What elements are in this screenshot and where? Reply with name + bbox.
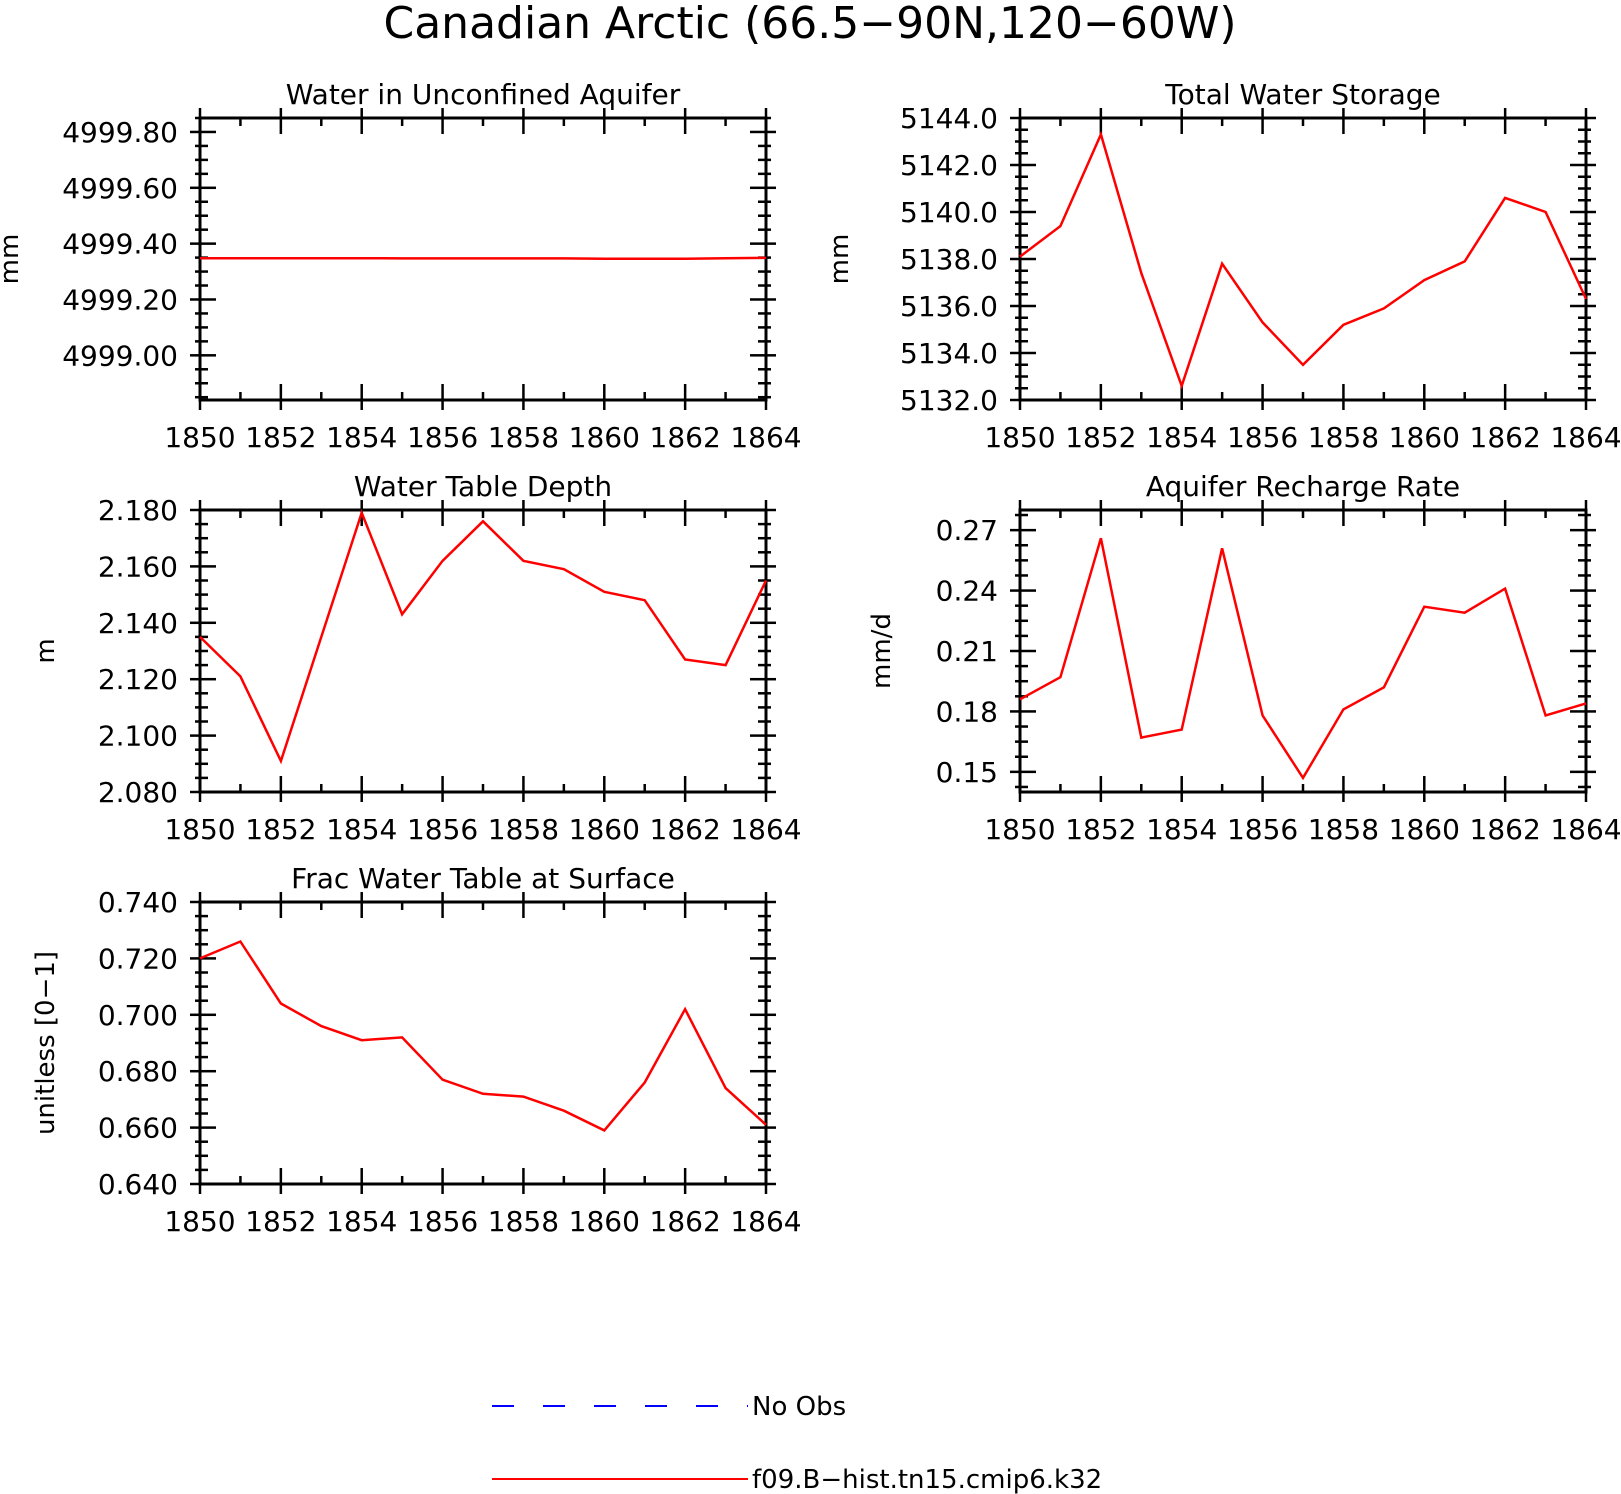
y-tick-label: 5136.0 [900, 290, 998, 323]
chart-panel: Frac Water Table at Surface 1850 1852 1854 1… [31, 862, 802, 1238]
legend-label: No Obs [752, 1392, 846, 1422]
y-tick-label: 0.21 [936, 635, 998, 668]
y-tick-label: 0.720 [98, 942, 178, 975]
y-axis-label: unitless [0−1] [31, 951, 61, 1135]
x-tick-label: 1858 [1308, 421, 1379, 454]
x-tick-label: 1856 [407, 1205, 478, 1238]
x-tick-label: 1854 [326, 813, 397, 846]
y-tick-label: 2.160 [98, 550, 178, 583]
y-tick-label: 0.680 [98, 1055, 178, 1088]
x-tick-label: 1854 [326, 1205, 397, 1238]
x-tick-label: 1860 [569, 813, 640, 846]
x-tick-label: 1862 [1470, 813, 1541, 846]
y-tick-label: 4999.80 [62, 116, 178, 149]
x-tick-label: 1850 [984, 421, 1055, 454]
y-axis-label: mm/d [867, 613, 897, 689]
panels: Water in Unconfined Aquifer 1850 1852 1854 1… [0, 78, 1621, 1238]
x-tick-label: 1864 [730, 813, 801, 846]
y-tick-label: 5138.0 [900, 243, 998, 276]
x-tick-label: 1858 [488, 1205, 559, 1238]
y-tick-label: 5132.0 [900, 384, 998, 417]
series-line [199, 509, 768, 765]
x-tick-label: 1856 [407, 421, 478, 454]
y-tick-label: 2.140 [98, 607, 178, 640]
y-tick-label: 2.120 [98, 663, 178, 696]
y-tick-label: 2.100 [98, 720, 178, 753]
panel-title: Water Table Depth [354, 470, 612, 503]
legend-label: f09.B−hist.tn15.cmip6.k32 [752, 1465, 1102, 1494]
y-tick-label: 0.18 [936, 695, 998, 728]
series-line [1019, 130, 1588, 390]
y-tick-label: 5144.0 [900, 102, 998, 135]
x-tick-label: 1850 [164, 813, 235, 846]
panel-title: Total Water Storage [1164, 78, 1441, 111]
y-tick-label: 4999.40 [62, 228, 178, 261]
y-tick-label: 0.740 [98, 886, 178, 919]
plot-frame [198, 900, 768, 1186]
series-line [199, 939, 767, 1132]
y-tick-label: 4999.00 [62, 339, 178, 372]
x-tick-label: 1852 [245, 813, 316, 846]
figure-title: Canadian Arctic (66.5−90N,120−60W) [384, 0, 1237, 49]
series-line [200, 256, 767, 260]
y-tick-label: 2.080 [98, 776, 178, 809]
x-tick-label: 1858 [488, 421, 559, 454]
chart-panel: Water in Unconfined Aquifer 1850 1852 1854 1… [0, 78, 802, 454]
y-tick-label: 0.27 [936, 514, 998, 547]
panel-title: Aquifer Recharge Rate [1146, 470, 1460, 503]
x-tick-label: 1852 [1065, 421, 1136, 454]
x-tick-label: 1864 [1550, 813, 1621, 846]
x-tick-label: 1862 [650, 421, 721, 454]
y-tick-label: 4999.60 [62, 172, 178, 205]
y-tick-label: 4999.20 [62, 283, 178, 316]
y-tick-label: 0.700 [98, 999, 178, 1032]
x-tick-label: 1858 [1308, 813, 1379, 846]
x-tick-label: 1850 [164, 421, 235, 454]
x-tick-label: 1860 [569, 421, 640, 454]
x-tick-label: 1864 [730, 1205, 801, 1238]
y-tick-label: 0.24 [936, 575, 998, 608]
y-tick-label: 2.180 [98, 494, 178, 527]
x-tick-label: 1862 [1470, 421, 1541, 454]
chart-panel: Total Water Storage 1850 1852 1854 1856 1858 1… [825, 78, 1621, 454]
x-tick-label: 1862 [650, 1205, 721, 1238]
chart-panel: Water Table Depth 1850 1852 1854 1856 1858 186… [31, 470, 802, 846]
y-tick-label: 0.640 [98, 1168, 178, 1201]
y-tick-label: 0.15 [936, 756, 998, 789]
x-tick-label: 1862 [650, 813, 721, 846]
x-tick-label: 1864 [1550, 421, 1621, 454]
x-tick-label: 1856 [1227, 421, 1298, 454]
x-tick-label: 1860 [569, 1205, 640, 1238]
x-tick-label: 1854 [326, 421, 397, 454]
y-axis-label: m [31, 638, 61, 663]
x-tick-label: 1856 [1227, 813, 1298, 846]
x-tick-label: 1852 [245, 1205, 316, 1238]
x-tick-label: 1850 [984, 813, 1055, 846]
y-axis-label: mm [0, 234, 25, 285]
y-tick-label: 5134.0 [900, 337, 998, 370]
x-tick-label: 1858 [488, 813, 559, 846]
y-axis-label: mm [825, 234, 855, 285]
x-tick-label: 1860 [1389, 813, 1460, 846]
x-tick-label: 1854 [1146, 421, 1217, 454]
y-tick-label: 5140.0 [900, 196, 998, 229]
plot-frame [1018, 116, 1588, 402]
legend: No Obs f09.B−hist.tn15.cmip6.k32 [492, 1392, 1102, 1494]
x-tick-label: 1854 [1146, 813, 1217, 846]
panel-title: Frac Water Table at Surface [291, 862, 675, 895]
x-tick-label: 1860 [1389, 421, 1460, 454]
x-tick-label: 1856 [407, 813, 478, 846]
x-tick-label: 1852 [1065, 813, 1136, 846]
y-tick-label: 5142.0 [900, 149, 998, 182]
series-line [1019, 537, 1587, 781]
x-tick-label: 1864 [730, 421, 801, 454]
x-tick-label: 1852 [245, 421, 316, 454]
x-tick-label: 1850 [164, 1205, 235, 1238]
panel-title: Water in Unconfined Aquifer [286, 78, 681, 111]
chart-panel: Aquifer Recharge Rate 1850 1852 1854 1856 185… [867, 470, 1621, 846]
y-tick-label: 0.660 [98, 1112, 178, 1145]
